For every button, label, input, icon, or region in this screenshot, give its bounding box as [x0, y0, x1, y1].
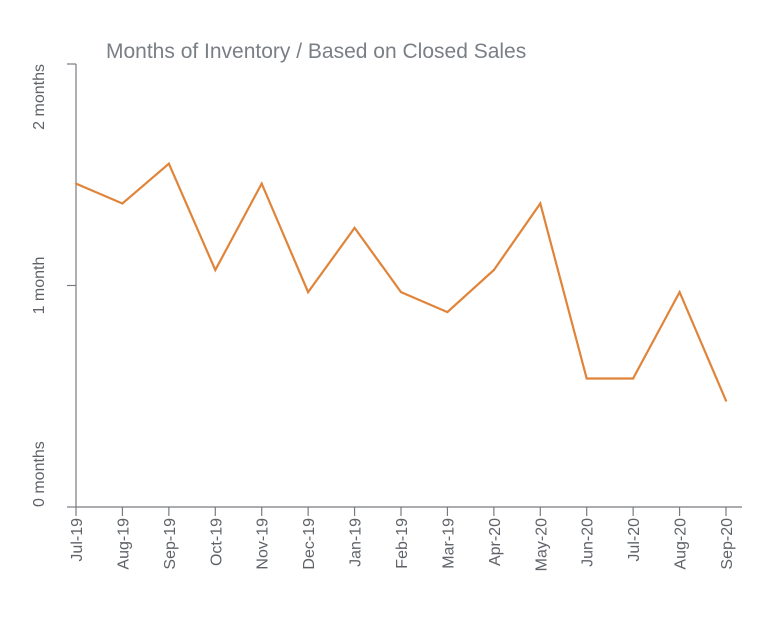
data-point [121, 202, 124, 205]
data-point [724, 399, 728, 402]
data-point [260, 182, 263, 185]
y-tick-label: 0 months [31, 441, 48, 507]
x-tick-label: Aug-19 [115, 518, 132, 570]
series-line [75, 161, 728, 402]
chart-title: Months of Inventory / Based on Closed Sa… [106, 40, 526, 63]
x-tick-label: Mar-19 [440, 518, 457, 569]
x-tick-label: Jul-20 [626, 518, 643, 562]
x-tick-label: Aug-20 [673, 518, 690, 570]
x-tick-label: Sep-20 [719, 518, 736, 570]
data-point [585, 377, 588, 380]
x-tick-label: Sep-19 [162, 518, 179, 570]
x-tick-label: Nov-19 [255, 518, 272, 570]
data-point [399, 291, 403, 294]
y-tick-label: 2 months [31, 64, 48, 130]
data-point [492, 268, 495, 272]
y-tick-labels: 0 months 1 month 2 months [31, 64, 48, 507]
x-tick-label: Jul-19 [69, 518, 86, 562]
data-point [678, 291, 681, 294]
axes [67, 63, 742, 516]
data-point [167, 162, 170, 165]
data-point [307, 291, 310, 294]
x-tick-label: Dec-19 [301, 518, 318, 570]
series-layer [74, 161, 728, 402]
data-point [353, 226, 356, 230]
x-tick-label: Jun-20 [580, 518, 597, 567]
x-tick-label: Apr-20 [487, 518, 504, 566]
y-tick-label: 1 month [31, 257, 48, 315]
x-tick-labels: Jul-19 Aug-19 Sep-19 Oct-19 Nov-19 Dec-19 Jan-… [69, 518, 736, 571]
x-tick-label: May-20 [533, 518, 550, 571]
x-tick-label: Jan-19 [348, 518, 365, 567]
x-tick-label: Oct-19 [208, 518, 225, 566]
data-point [74, 182, 78, 185]
data-point [214, 268, 217, 272]
data-point [539, 202, 542, 205]
data-point [632, 377, 635, 380]
x-tick-label: Feb-19 [394, 518, 411, 569]
data-point [446, 310, 449, 314]
